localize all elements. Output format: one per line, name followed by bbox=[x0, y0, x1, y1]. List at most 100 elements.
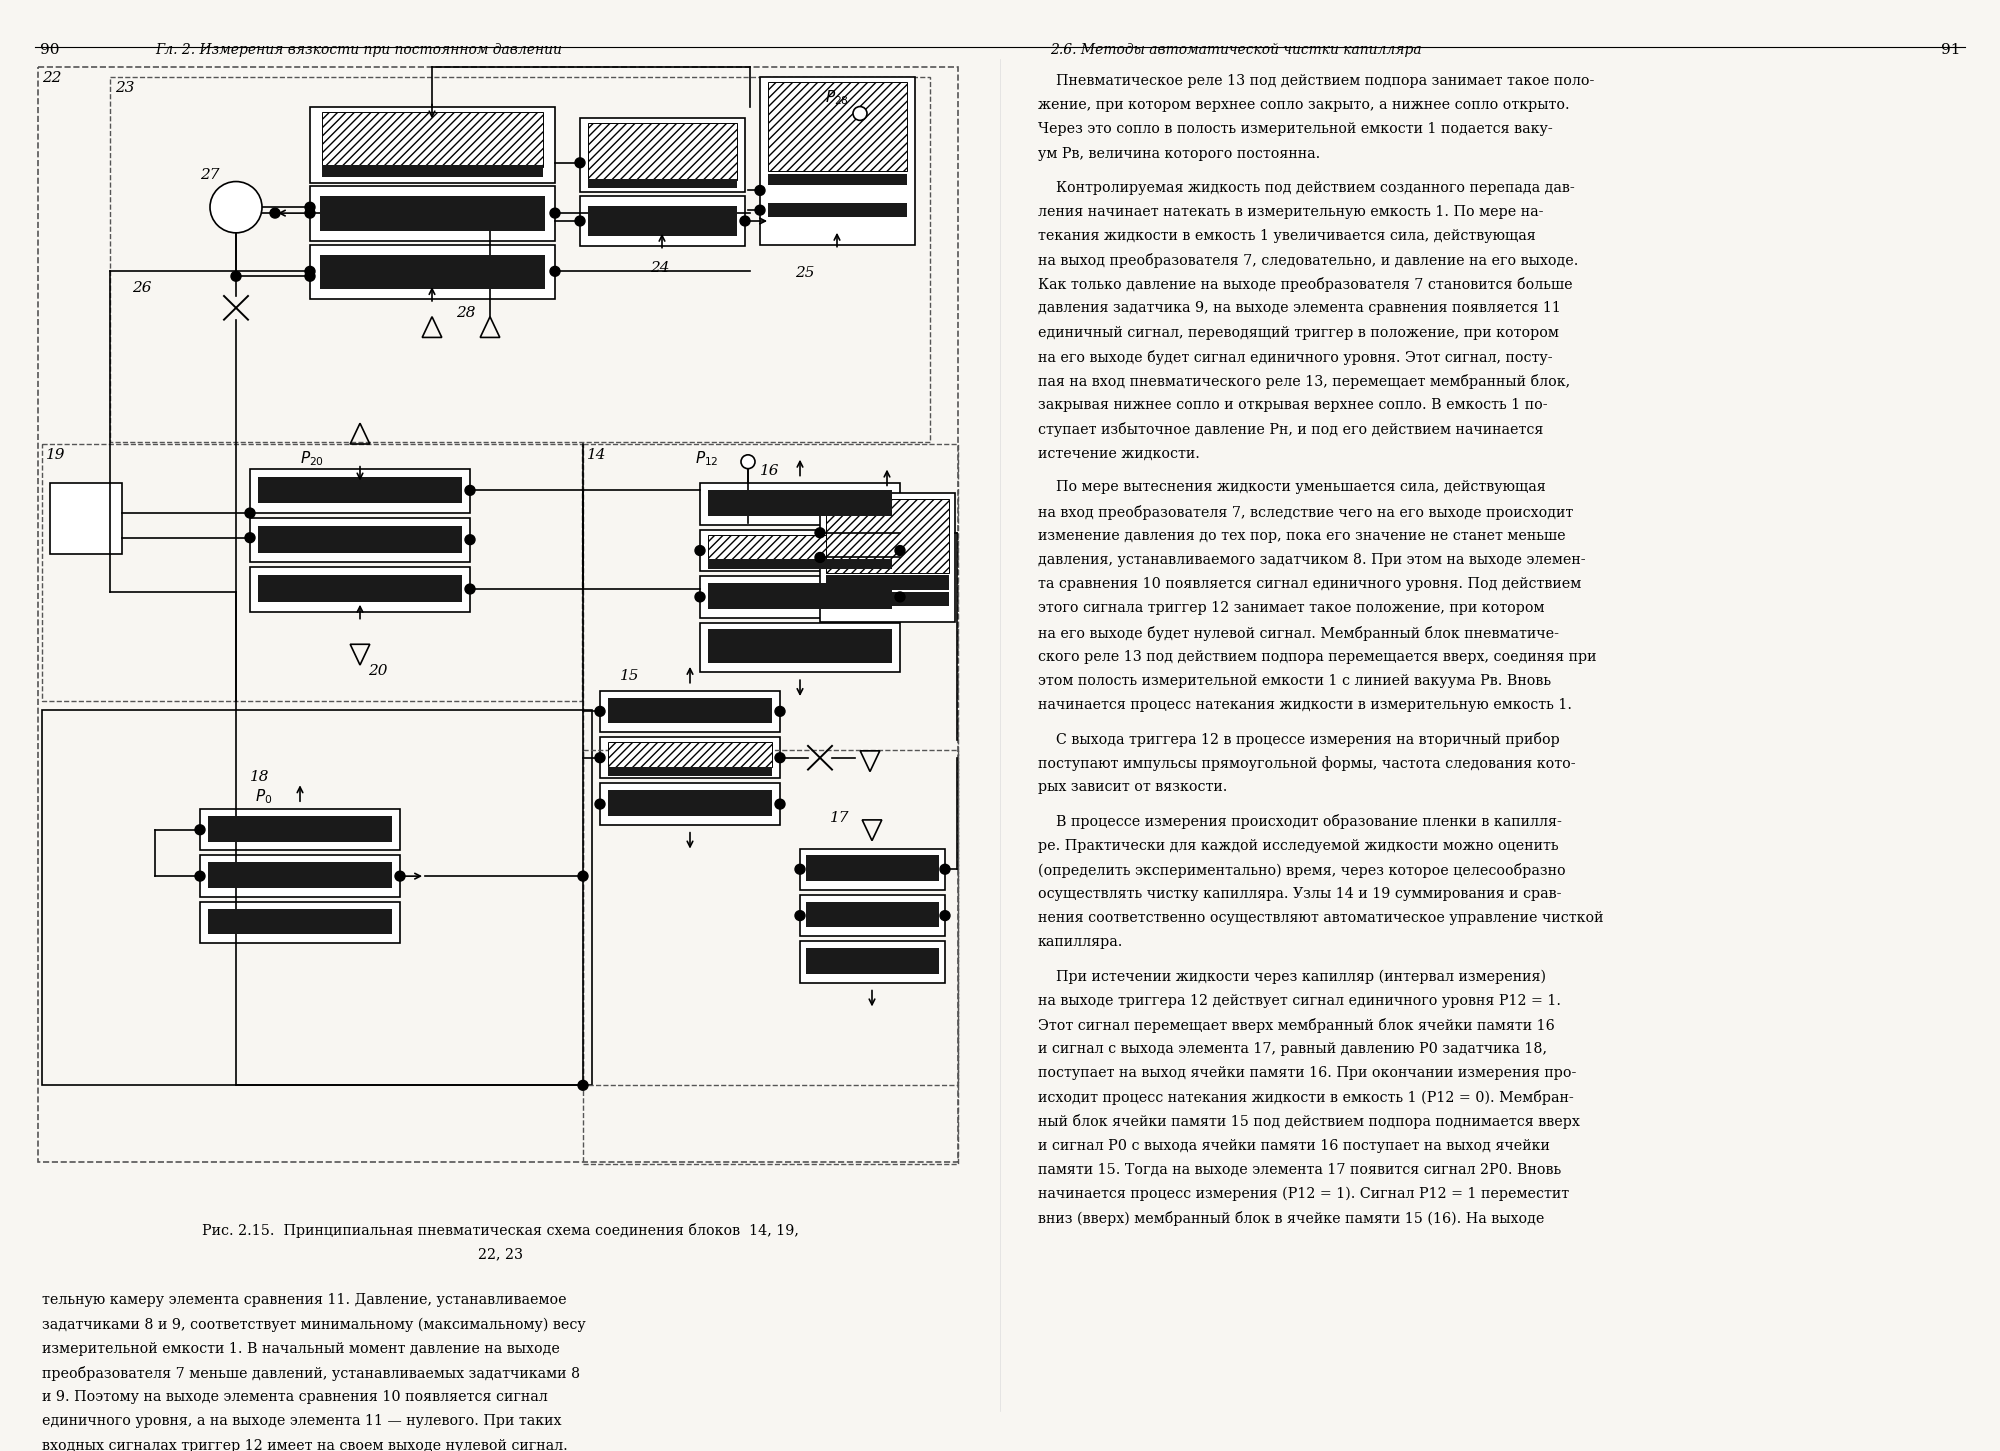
Text: на вход преобразователя 7, вследствие чего на его выходе происходит: на вход преобразователя 7, вследствие че… bbox=[1038, 505, 1574, 519]
Circle shape bbox=[776, 707, 784, 717]
Text: этом полость измерительной емкости 1 с линией вакуума Рв. Вновь: этом полость измерительной емкости 1 с л… bbox=[1038, 673, 1552, 688]
Circle shape bbox=[550, 207, 560, 218]
Bar bbox=[42, 711, 592, 1085]
Text: изменение давления до тех пор, пока его значение не станет меньше: изменение давления до тех пор, пока его … bbox=[1038, 528, 1566, 543]
Text: и 9. Поэтому на выходе элемента сравнения 10 появляется сигнал: и 9. Поэтому на выходе элемента сравнени… bbox=[42, 1390, 548, 1405]
Bar bbox=[310, 187, 556, 241]
Text: рых зависит от вязкости.: рых зависит от вязкости. bbox=[1038, 781, 1228, 795]
Text: преобразователя 7 меньше давлений, устанавливаемых задатчиками 8: преобразователя 7 меньше давлений, устан… bbox=[42, 1365, 580, 1381]
Circle shape bbox=[776, 800, 784, 810]
Text: 24: 24 bbox=[650, 261, 670, 276]
Circle shape bbox=[244, 508, 256, 518]
Text: 20: 20 bbox=[368, 665, 388, 678]
Circle shape bbox=[756, 186, 764, 196]
Text: на выходе триггера 12 действует сигнал единичного уровня P12 = 1.: на выходе триггера 12 действует сигнал е… bbox=[1038, 994, 1560, 1007]
Text: на его выходе будет нулевой сигнал. Мембранный блок пневматиче-: на его выходе будет нулевой сигнал. Мемб… bbox=[1038, 625, 1560, 640]
Text: (определить экспериментально) время, через которое целесообразно: (определить экспериментально) время, чер… bbox=[1038, 863, 1566, 878]
Text: тельную камеру элемента сравнения 11. Давление, устанавливаемое: тельную камеру элемента сравнения 11. Да… bbox=[42, 1293, 566, 1307]
Text: ского реле 13 под действием подпора перемещается вверх, соединяя при: ского реле 13 под действием подпора пере… bbox=[1038, 650, 1596, 663]
Bar bbox=[708, 583, 892, 609]
Text: Гл. 2. Измерения вязкости при постоянном давлении: Гл. 2. Измерения вязкости при постоянном… bbox=[156, 44, 562, 58]
Bar bbox=[800, 942, 946, 982]
Text: В процессе измерения происходит образование пленки в капилля-: В процессе измерения происходит образова… bbox=[1038, 814, 1562, 830]
Circle shape bbox=[596, 800, 604, 810]
Bar bbox=[320, 254, 544, 289]
Text: Контролируемая жидкость под действием созданного перепада дав-: Контролируемая жидкость под действием со… bbox=[1038, 180, 1574, 194]
Bar bbox=[310, 245, 556, 299]
Bar bbox=[826, 499, 950, 573]
Text: закрывая нижнее сопло и открывая верхнее сопло. В емкость 1 по-: закрывая нижнее сопло и открывая верхнее… bbox=[1038, 398, 1548, 412]
Text: капилляра.: капилляра. bbox=[1038, 936, 1124, 949]
Text: исходит процесс натекания жидкости в емкость 1 (P12 = 0). Мембран-: исходит процесс натекания жидкости в емк… bbox=[1038, 1090, 1574, 1106]
Bar bbox=[708, 490, 892, 517]
Bar bbox=[806, 948, 940, 974]
Text: Этот сигнал перемещает вверх мембранный блок ячейки памяти 16: Этот сигнал перемещает вверх мембранный … bbox=[1038, 1017, 1554, 1033]
Circle shape bbox=[550, 267, 560, 276]
Bar bbox=[700, 483, 900, 525]
Bar bbox=[708, 630, 892, 663]
Bar bbox=[806, 856, 940, 881]
Text: осуществлять чистку капилляра. Узлы 14 и 19 суммирования и срав-: осуществлять чистку капилляра. Узлы 14 и… bbox=[1038, 887, 1562, 901]
Text: 23: 23 bbox=[116, 81, 134, 94]
Text: 22: 22 bbox=[42, 71, 62, 86]
Bar bbox=[208, 862, 392, 888]
Circle shape bbox=[940, 911, 950, 920]
Text: 16: 16 bbox=[760, 464, 780, 477]
Bar bbox=[600, 737, 780, 778]
Text: V: V bbox=[232, 200, 240, 215]
Text: $P_{20}$: $P_{20}$ bbox=[300, 448, 324, 467]
Text: поступают импульсы прямоугольной формы, частота следования кото-: поступают импульсы прямоугольной формы, … bbox=[1038, 756, 1576, 770]
Circle shape bbox=[776, 753, 784, 763]
Text: текания жидкости в емкость 1 увеличивается сила, действующая: текания жидкости в емкость 1 увеличивает… bbox=[1038, 229, 1536, 242]
Text: единичного уровня, а на выходе элемента 11 — нулевого. При таких: единичного уровня, а на выходе элемента … bbox=[42, 1415, 562, 1428]
Text: измерительной емкости 1. В начальный момент давление на выходе: измерительной емкости 1. В начальный мом… bbox=[42, 1342, 560, 1355]
Circle shape bbox=[196, 871, 206, 881]
Text: на выход преобразователя 7, следовательно, и давление на его выходе.: на выход преобразователя 7, следовательн… bbox=[1038, 252, 1578, 268]
Text: начинается процесс измерения (P12 = 1). Сигнал P12 = 1 переместит: начинается процесс измерения (P12 = 1). … bbox=[1038, 1187, 1570, 1201]
Circle shape bbox=[304, 207, 316, 218]
Bar bbox=[322, 113, 544, 167]
Circle shape bbox=[270, 207, 280, 218]
Text: 27: 27 bbox=[200, 168, 220, 181]
Circle shape bbox=[232, 271, 240, 281]
Bar bbox=[608, 698, 772, 723]
Circle shape bbox=[756, 205, 764, 215]
Text: $P_{12}$: $P_{12}$ bbox=[696, 448, 718, 467]
Text: По мере вытеснения жидкости уменьшается сила, действующая: По мере вытеснения жидкости уменьшается … bbox=[1038, 480, 1546, 495]
Circle shape bbox=[304, 267, 316, 276]
Circle shape bbox=[852, 106, 868, 120]
Bar bbox=[768, 81, 908, 171]
Text: задатчиками 8 и 9, соответствует минимальному (максимальному) весу: задатчиками 8 и 9, соответствует минимал… bbox=[42, 1318, 586, 1332]
Bar bbox=[588, 178, 736, 189]
Text: начинается процесс натекания жидкости в измерительную емкость 1.: начинается процесс натекания жидкости в … bbox=[1038, 698, 1572, 712]
Bar bbox=[208, 908, 392, 934]
Bar bbox=[826, 575, 950, 591]
Bar bbox=[310, 106, 556, 183]
Bar bbox=[208, 815, 392, 842]
Circle shape bbox=[816, 553, 826, 563]
Bar bbox=[250, 567, 470, 612]
Text: 2.6. Методы автоматической чистки капилляра: 2.6. Методы автоматической чистки капилл… bbox=[1050, 44, 1422, 58]
Circle shape bbox=[464, 585, 476, 593]
Circle shape bbox=[576, 216, 584, 226]
Bar bbox=[760, 77, 916, 245]
Bar bbox=[580, 119, 744, 193]
Text: 14: 14 bbox=[588, 448, 606, 461]
Circle shape bbox=[210, 181, 262, 232]
Bar bbox=[258, 525, 462, 553]
Circle shape bbox=[740, 454, 756, 469]
Bar bbox=[608, 741, 772, 766]
Bar bbox=[708, 535, 892, 560]
Bar bbox=[806, 901, 940, 927]
Text: 18: 18 bbox=[250, 769, 270, 784]
Text: единичный сигнал, переводящий триггер в положение, при котором: единичный сигнал, переводящий триггер в … bbox=[1038, 325, 1558, 340]
Text: жение, при котором верхнее сопло закрыто, а нижнее сопло открыто.: жение, при котором верхнее сопло закрыто… bbox=[1038, 99, 1570, 112]
Bar bbox=[608, 791, 772, 815]
Bar bbox=[588, 123, 736, 180]
Text: давления, устанавливаемого задатчиком 8. При этом на выходе элемен-: давления, устанавливаемого задатчиком 8.… bbox=[1038, 553, 1586, 567]
Circle shape bbox=[696, 546, 704, 556]
Text: Как только давление на выходе преобразователя 7 становится больше: Как только давление на выходе преобразов… bbox=[1038, 277, 1572, 292]
Text: истечение жидкости.: истечение жидкости. bbox=[1038, 447, 1200, 460]
Bar bbox=[700, 530, 900, 572]
Bar bbox=[42, 444, 582, 701]
